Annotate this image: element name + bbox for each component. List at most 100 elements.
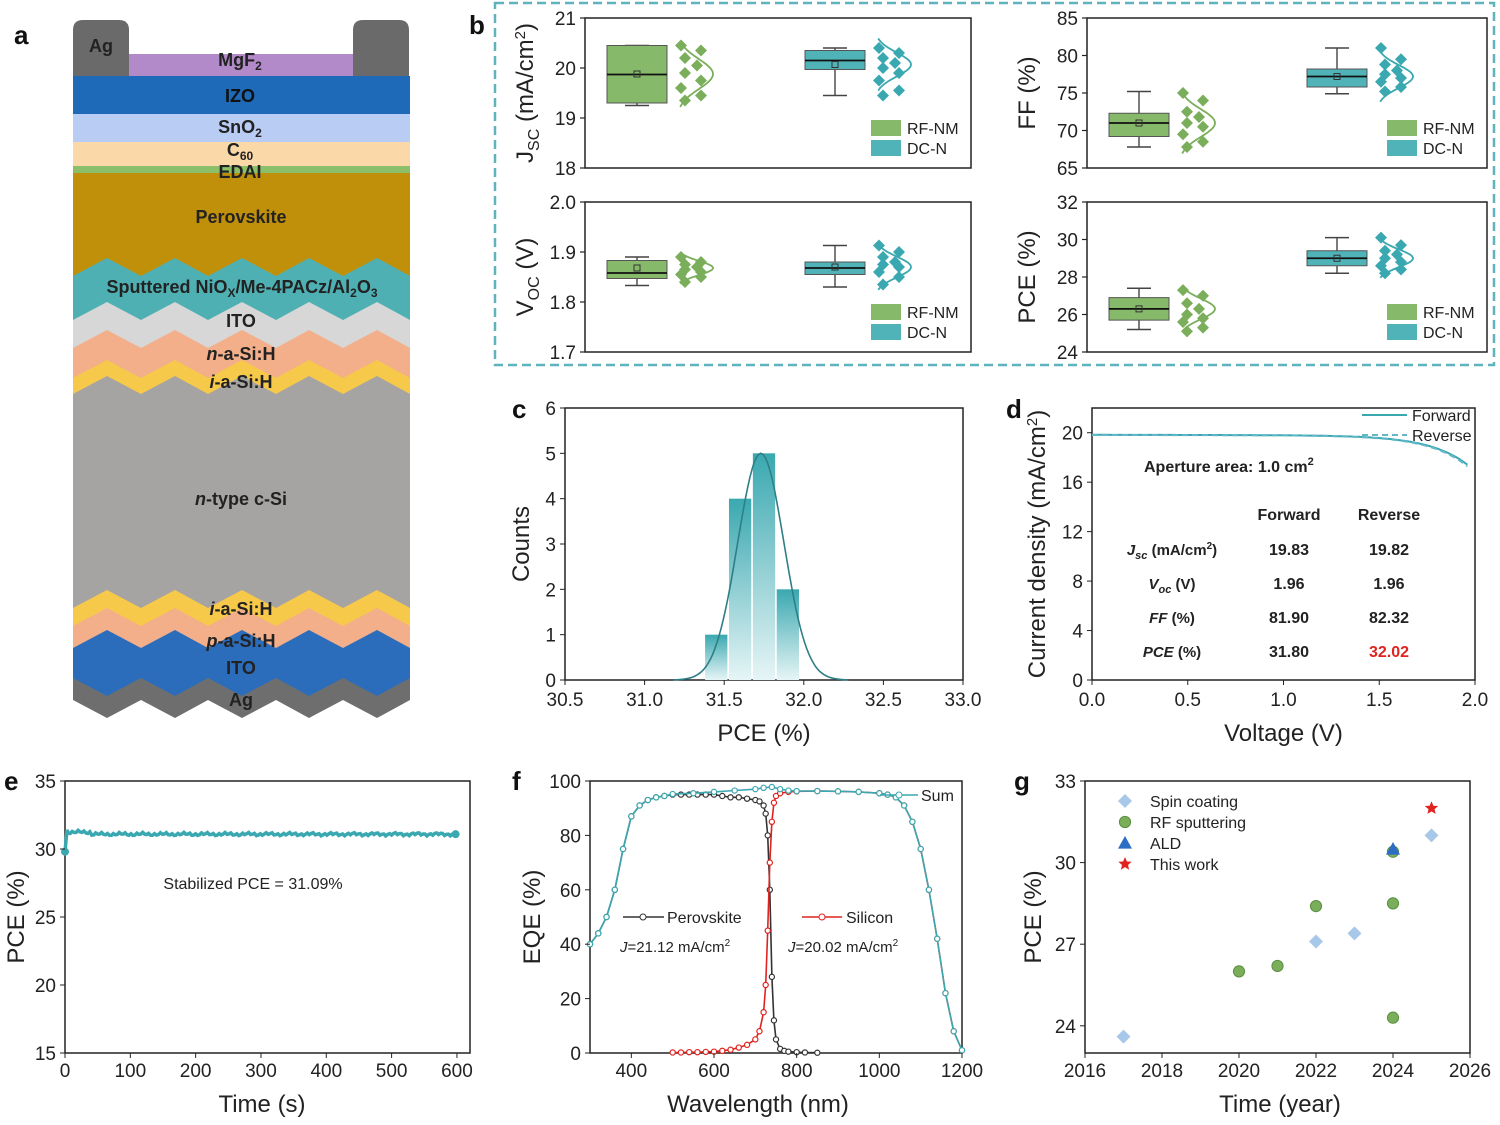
x-tick-label: 200 xyxy=(180,1061,212,1082)
eqe-perovskite-point xyxy=(743,795,751,802)
device-stack: Ag MgF2 IZO SnO2 C60 EDAI Perovskite Spu… xyxy=(73,20,410,718)
data-point xyxy=(675,39,687,52)
legend-swatch xyxy=(871,140,901,156)
eqe-silicon-point xyxy=(766,859,774,866)
eqe-sum-point xyxy=(776,785,784,793)
eqe-sum-point xyxy=(950,1028,957,1035)
eqe-sum-point xyxy=(595,930,602,937)
y-axis-label: EQE (%) xyxy=(519,870,546,965)
panel-letter-c: c xyxy=(512,394,526,424)
legend-label: Spin coating xyxy=(1150,794,1238,811)
eqe-perovskite-point xyxy=(770,1017,778,1024)
legend-label: DC-N xyxy=(1423,325,1463,342)
box-mean xyxy=(1135,119,1143,127)
box-chart-4: 24 26 28 30 32 PCE (%) RF-NM DC-N xyxy=(1014,193,1488,364)
panel-letter-a: a xyxy=(14,20,29,50)
eqe-sum-point xyxy=(644,796,652,804)
eqe-sum-point xyxy=(611,886,619,894)
x-tick-label: 2022 xyxy=(1295,1061,1337,1082)
histogram-bar xyxy=(776,589,800,680)
eqe-silicon-point xyxy=(702,1048,709,1056)
plot-frame xyxy=(584,17,972,169)
legend-silicon-marker xyxy=(818,913,826,921)
box-iqr xyxy=(606,260,668,279)
eqe-silicon-point xyxy=(756,1028,763,1035)
eqe-sum-point xyxy=(934,935,941,942)
x-tick-label: 0.5 xyxy=(1175,690,1201,711)
eqe-silicon-point xyxy=(686,1048,693,1056)
y-tick-label: 27 xyxy=(1055,935,1076,956)
this-work-point xyxy=(1118,857,1132,870)
data-point xyxy=(1193,111,1205,123)
legend-label: DC-N xyxy=(1423,141,1463,158)
legend-sum: Sum xyxy=(921,788,954,805)
legend-perovskite: Perovskite xyxy=(667,910,742,927)
rf-sputtering-point xyxy=(1386,897,1400,910)
layer-c60 xyxy=(73,141,410,166)
panel-b-border xyxy=(493,1,1496,367)
data-point xyxy=(873,266,885,278)
eqe-sum-point xyxy=(768,783,776,791)
eqe-silicon-point xyxy=(752,1036,759,1043)
rf-sputtering-point xyxy=(1309,900,1323,913)
eqe-perovskite-point xyxy=(814,1049,821,1056)
spin-coating-point xyxy=(1347,926,1362,941)
eqe-perovskite-point xyxy=(768,973,776,981)
data-point xyxy=(1395,53,1407,66)
silicon-jsc-annotation: J=20.02 mA/cm2 xyxy=(787,938,899,956)
table-cell: 82.32 xyxy=(1369,610,1409,627)
data-point xyxy=(695,74,707,87)
x-tick-label: 33.0 xyxy=(945,690,982,711)
y-tick-label: 4 xyxy=(545,490,556,511)
data-point xyxy=(893,246,905,258)
label-mgf2: MgF2 xyxy=(218,50,262,73)
y-axis-label: FF (%) xyxy=(1014,56,1041,129)
data-point xyxy=(1197,135,1209,148)
box-mean xyxy=(1135,305,1143,313)
eqe-perovskite-point xyxy=(760,802,767,809)
eqe-silicon-point xyxy=(677,1049,685,1056)
x-tick-label: 2.0 xyxy=(1462,690,1488,711)
plot-frame xyxy=(1084,780,1471,1054)
y-tick-label: 70 xyxy=(1057,122,1078,143)
data-point xyxy=(1181,117,1193,129)
eqe-perovskite-point xyxy=(764,832,771,839)
data-point xyxy=(1177,316,1189,328)
box-mean xyxy=(831,61,839,68)
spin-coating-point xyxy=(1309,934,1323,949)
y-axis-label: Counts xyxy=(508,506,535,582)
table-cell: 19.83 xyxy=(1269,542,1309,559)
table-header: Forward xyxy=(1257,507,1320,524)
rf-sputtering-point xyxy=(1118,815,1132,829)
legend-reverse: Reverse xyxy=(1412,428,1472,445)
legend-swatch xyxy=(1387,324,1417,340)
eqe-sum-point xyxy=(834,788,842,795)
eqe-perovskite-point xyxy=(801,1049,809,1056)
panel-letter-b: b xyxy=(469,10,485,40)
y-tick-label: 5 xyxy=(545,444,556,465)
data-point xyxy=(1181,297,1193,310)
x-axis-label: Voltage (V) xyxy=(1224,720,1343,747)
legend-label: This work xyxy=(1150,857,1219,874)
start-point xyxy=(61,847,69,856)
data-point xyxy=(679,67,691,79)
legend-label: RF-NM xyxy=(1423,305,1475,322)
eqe-sum-point xyxy=(669,790,676,798)
eqe-silicon-point xyxy=(743,1041,751,1049)
layer-edai xyxy=(73,165,410,173)
eqe-perovskite-point xyxy=(772,1036,780,1043)
table-row-label: Jsc (mA/cm2) xyxy=(1127,541,1217,562)
eqe-silicon-point xyxy=(694,1048,701,1056)
eqe-perovskite-point xyxy=(727,794,734,801)
legend-sum-marker xyxy=(895,791,903,799)
label-sno2: SnO2 xyxy=(218,117,262,140)
legend-swatch xyxy=(1387,304,1417,320)
eqe-silicon-point xyxy=(735,1044,743,1051)
y-tick-label: 1.8 xyxy=(550,293,576,314)
data-point xyxy=(1177,284,1189,297)
distribution-curve xyxy=(877,37,912,92)
legend-swatch xyxy=(871,120,901,136)
table-cell: 1.96 xyxy=(1273,576,1304,593)
eqe-silicon-point xyxy=(762,981,769,989)
